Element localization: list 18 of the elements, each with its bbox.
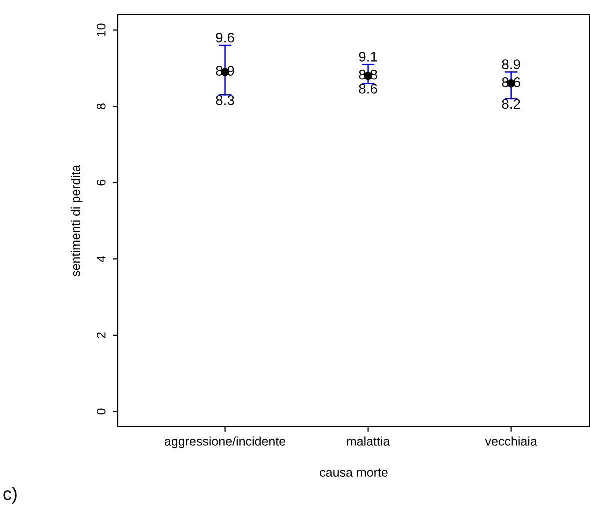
y-axis-title: sentimenti di perdita — [71, 165, 83, 277]
annotation: 8.6 — [359, 84, 378, 94]
y-tick-label: 8 — [96, 104, 106, 110]
y-tick-label: 2 — [96, 332, 106, 338]
y-tick-label: 6 — [96, 180, 106, 186]
annotation: 9.6 — [216, 32, 234, 43]
x-axis-title: causa morte — [320, 468, 388, 477]
y-tick-label: 10 — [96, 24, 106, 36]
text: c) — [4, 487, 17, 504]
annotation: 8.9 — [502, 60, 520, 70]
annotation: 9.1 — [359, 52, 378, 62]
x-tick-label: vecchiaia — [485, 436, 538, 446]
y-tick-label: 4 — [97, 256, 106, 262]
annotation: 8.3 — [216, 95, 234, 106]
x-tick-label: aggressione/incidente — [165, 436, 286, 448]
y-tick-label: 0 — [96, 408, 106, 415]
annotation: 8.2 — [502, 99, 520, 110]
x-tick-label: malattia — [347, 436, 390, 446]
